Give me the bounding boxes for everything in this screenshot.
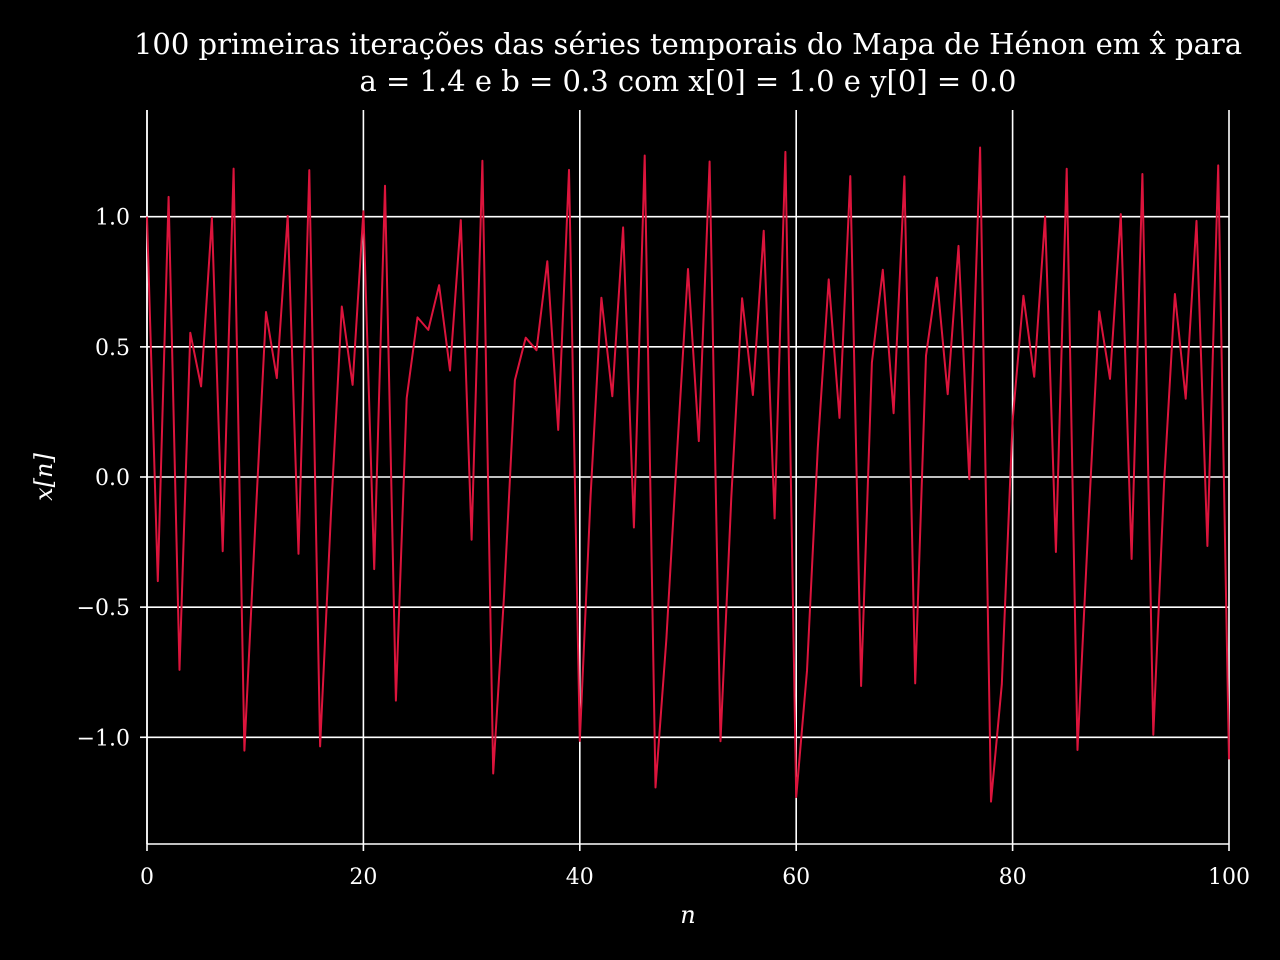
- x-tick-label: 80: [999, 865, 1027, 890]
- y-tick-label: 1.0: [95, 206, 130, 231]
- x-tick-label: 60: [782, 865, 810, 890]
- chart-title-line-1: 100 primeiras iterações das séries tempo…: [134, 27, 1242, 61]
- x-tick-label: 20: [349, 865, 377, 890]
- series-line: [146, 146, 1230, 803]
- y-axis-label: x[n]: [30, 453, 58, 501]
- chart-title-line-2: a = 1.4 e b = 0.3 com x[0] = 1.0 e y[0] …: [359, 64, 1016, 98]
- x-tick-labels: 0 20 40 60 80 100: [140, 844, 1250, 890]
- x-tick-label: 0: [140, 865, 154, 890]
- x-axis-label: n: [680, 901, 695, 929]
- x-tick-label: 40: [566, 865, 594, 890]
- y-tick-label: −1.0: [77, 726, 130, 751]
- y-tick-labels: −1.0 −0.5 0.0 0.5 1.0: [77, 206, 147, 751]
- x-tick-label: 100: [1208, 865, 1250, 890]
- y-tick-label: 0.5: [95, 336, 130, 361]
- y-tick-label: 0.0: [95, 466, 130, 491]
- y-tick-label: −0.5: [77, 596, 130, 621]
